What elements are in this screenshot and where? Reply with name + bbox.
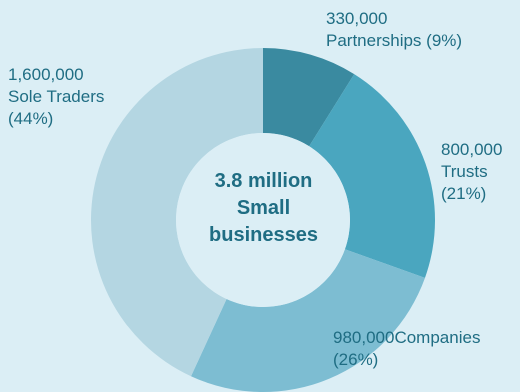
center-label-line-3: businesses [209,224,318,246]
slice-value-name-companies: 980,000Companies [333,328,481,347]
slice-name-partnerships: Partnerships (9%) [326,31,463,50]
slice-value-partnerships: 330,000 [326,9,388,28]
slice-percent-sole-traders: (44%) [8,109,54,128]
slice-partnerships [263,48,355,147]
slice-label-trusts: 800,000 Trusts (21%) [441,139,502,205]
donut-hole [176,133,350,307]
center-label-line-2: Small [236,197,291,219]
slice-label-partnerships: 330,000 Partnerships (9%) [326,8,462,52]
slice-value-sole-traders: 1,600,000 [8,65,84,84]
slice-sole-traders [90,48,263,377]
slice-trusts [309,74,435,278]
center-label-line-1: 3.8 million [214,170,313,192]
slice-percent-trusts: (21%) [441,184,487,203]
slice-percent-companies: (26%) [333,350,379,369]
slice-value-trusts: 800,000 [441,140,503,159]
slice-name-trusts: Trusts [441,162,488,181]
slice-companies [191,249,425,392]
center-label: 3.8 million Small businesses [160,168,367,249]
slice-label-companies: 980,000Companies (26%) [333,327,480,371]
slice-label-sole-traders: 1,600,000 Sole Traders (44%) [8,64,104,130]
slice-name-sole-traders: Sole Traders [8,87,105,106]
